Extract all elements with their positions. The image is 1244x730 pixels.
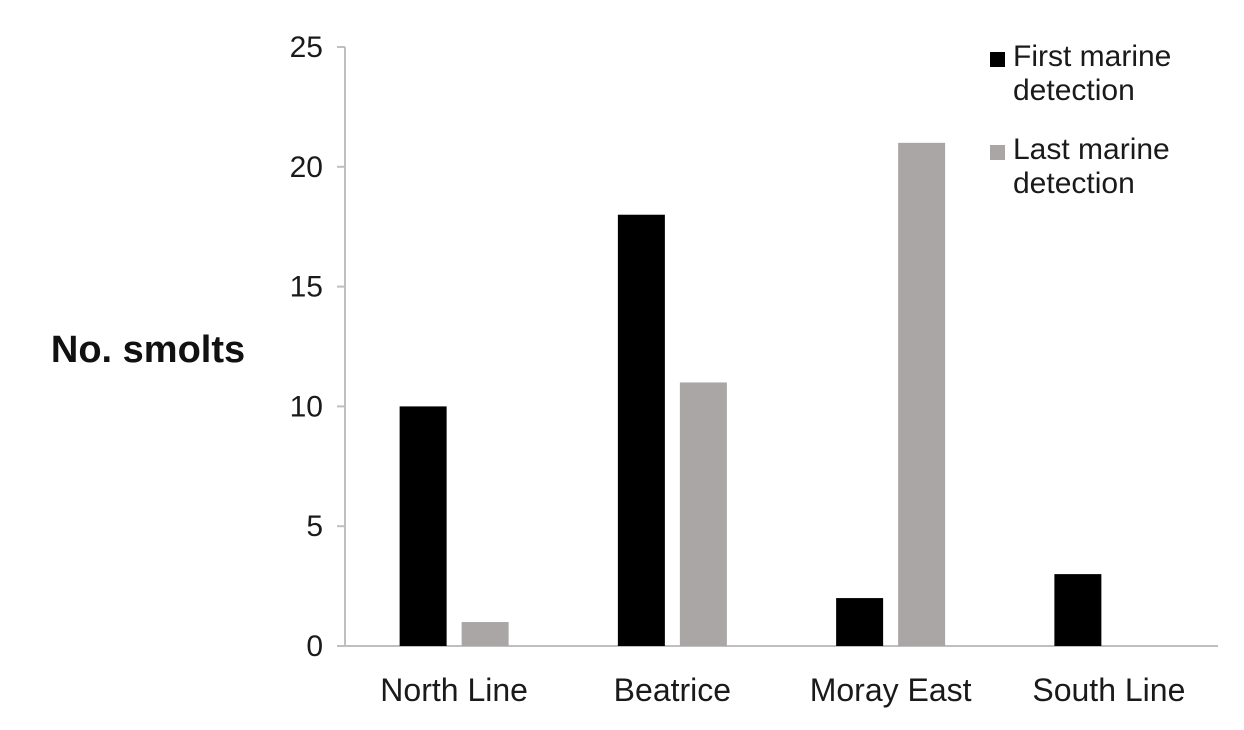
x-category-label: Moray East: [810, 672, 972, 708]
y-tick-label: 25: [290, 31, 323, 64]
bar-moray-east-first: [836, 598, 884, 646]
legend-swatch: [990, 52, 1005, 67]
bar-south-line-first: [1054, 574, 1102, 646]
bar-beatrice-first: [617, 214, 665, 646]
legend-label: Last marine: [1013, 133, 1170, 166]
y-axis-label: No. smolts: [51, 329, 245, 371]
legend-swatch: [990, 145, 1005, 160]
bar-north-line-first: [399, 406, 447, 646]
y-ticks: 0 5 10 15 20 25: [290, 31, 345, 663]
y-tick-label: 15: [290, 271, 323, 304]
bar-north-line-last: [461, 622, 509, 646]
bar-moray-east-last: [898, 142, 946, 646]
x-category-label: South Line: [1032, 672, 1185, 708]
legend-label: detection: [1013, 74, 1135, 107]
x-category-label: North Line: [380, 672, 528, 708]
y-tick-label: 5: [306, 510, 323, 543]
bar-beatrice-last: [679, 382, 727, 646]
legend-label: First marine: [1013, 40, 1171, 73]
y-tick-label: 10: [290, 390, 323, 423]
x-categories: North Line Beatrice Moray East South Line: [380, 672, 1185, 708]
x-category-label: Beatrice: [614, 672, 731, 708]
legend-label: detection: [1013, 167, 1135, 200]
bars: [399, 142, 1102, 646]
y-tick-label: 0: [306, 630, 323, 663]
y-tick-label: 20: [290, 151, 323, 184]
